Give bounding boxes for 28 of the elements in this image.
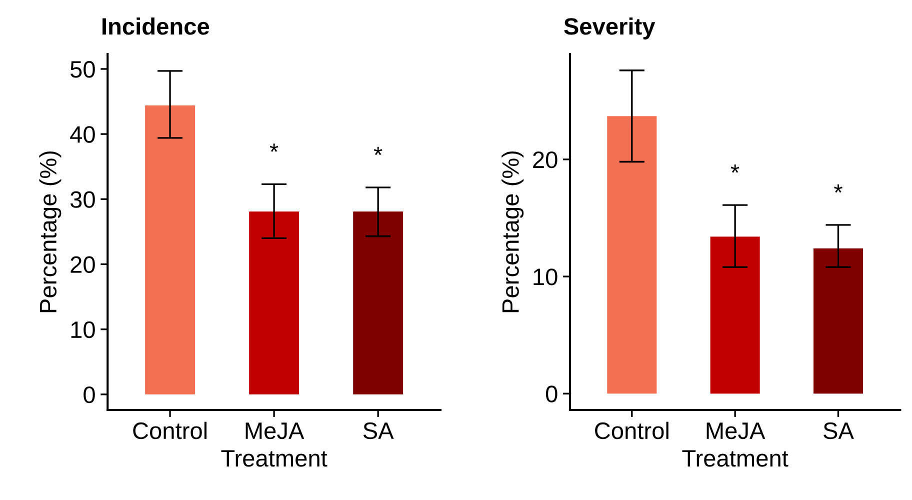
annotation: * — [374, 146, 382, 156]
y-tick-label: 30 — [70, 191, 95, 208]
y-tick-label: 0 — [546, 386, 558, 402]
chart-title: Severity — [564, 17, 656, 40]
y-tick-label: 40 — [70, 126, 95, 143]
bar — [813, 248, 864, 394]
annotation: * — [270, 144, 278, 152]
x-tick-label: MeJA — [246, 422, 304, 440]
y-tick-label: 10 — [534, 268, 558, 286]
chart-title: Incidence — [102, 17, 210, 35]
x-tick-label: Control — [133, 422, 207, 440]
annotation: * — [834, 184, 842, 193]
y-tick-label: 20 — [70, 256, 95, 274]
x-tick-label: Control — [595, 422, 668, 440]
y-tick-label: 20 — [533, 151, 558, 168]
annotation: * — [730, 164, 740, 173]
bar — [607, 116, 657, 394]
y-tick-label: 50 — [70, 61, 95, 78]
x-tick-label: SA — [824, 422, 854, 440]
y-tick-label: 10 — [71, 321, 95, 338]
y-axis-title: Percentage (%) — [502, 151, 524, 312]
bar — [710, 236, 760, 394]
x-axis-title: Treatment — [682, 450, 788, 467]
y-axis-title: Percentage (%) — [39, 151, 62, 312]
y-tick-label: 0 — [84, 386, 95, 404]
x-axis-title: Treatment — [221, 450, 328, 467]
x-tick-label: MeJA — [706, 422, 766, 440]
x-tick-label: SA — [363, 422, 394, 440]
